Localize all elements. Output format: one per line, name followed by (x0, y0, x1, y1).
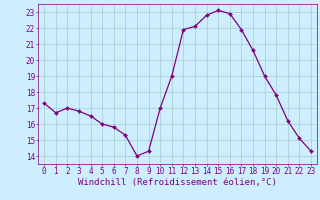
X-axis label: Windchill (Refroidissement éolien,°C): Windchill (Refroidissement éolien,°C) (78, 178, 277, 187)
